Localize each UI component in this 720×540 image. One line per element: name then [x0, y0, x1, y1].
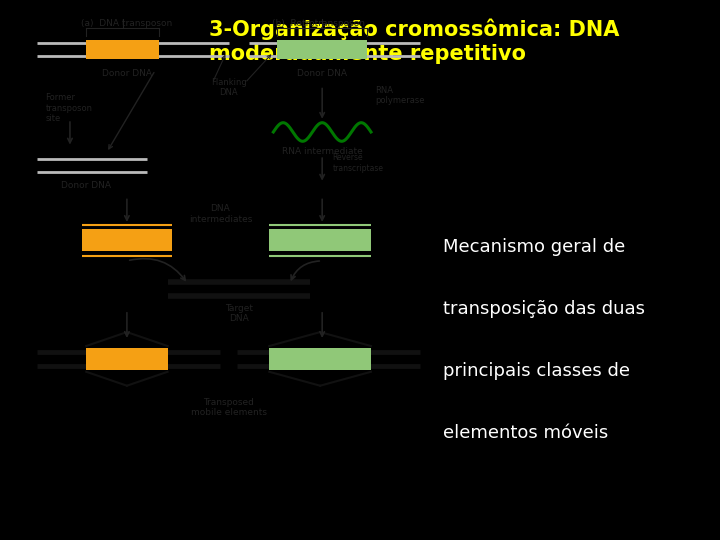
Text: DNA
intermediates: DNA intermediates: [189, 204, 252, 224]
Text: Mecanismo geral de: Mecanismo geral de: [443, 238, 625, 255]
Bar: [269, 348, 371, 370]
Text: Transposed
mobile elements: Transposed mobile elements: [191, 397, 266, 417]
Bar: [269, 230, 371, 251]
Text: elementos móveis: elementos móveis: [443, 424, 608, 442]
Bar: [86, 39, 159, 59]
Text: 3-Organização cromossômica: DNA
moderadamente repetitivo: 3-Organização cromossômica: DNA moderada…: [209, 19, 619, 64]
Text: Reverse
transcriptase: Reverse transcriptase: [333, 153, 383, 173]
FancyArrowPatch shape: [130, 259, 185, 280]
Bar: [82, 230, 171, 251]
Text: Target
DNA: Target DNA: [225, 303, 253, 323]
Text: Donor DNA: Donor DNA: [297, 69, 347, 78]
Text: RNA
polymerase: RNA polymerase: [375, 85, 425, 105]
Text: transposição das duas: transposição das duas: [443, 300, 645, 318]
Text: Donor DNA: Donor DNA: [61, 181, 111, 190]
FancyArrowPatch shape: [291, 261, 320, 280]
Bar: [277, 39, 367, 59]
Text: Flanking
DNA: Flanking DNA: [211, 78, 246, 97]
Text: (a)  DNA transposon: (a) DNA transposon: [81, 18, 173, 28]
Text: RNA intermediate: RNA intermediate: [282, 147, 363, 157]
Text: Donor DNA: Donor DNA: [102, 69, 152, 78]
Text: Former
transposon
site: Former transposon site: [45, 93, 93, 123]
Text: (b)  Retrotransposon: (b) Retrotransposon: [271, 18, 364, 28]
Bar: [86, 348, 168, 370]
Text: principais classes de: principais classes de: [443, 362, 630, 380]
